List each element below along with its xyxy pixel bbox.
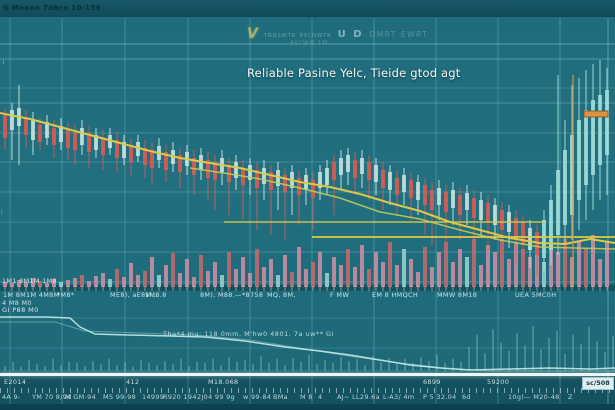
axis-label: 2J04 99 9g <box>197 393 235 401</box>
indicator-corner-text: GI P88 M0 <box>2 306 39 314</box>
axis-label: 4 <box>318 393 323 401</box>
axis-label: 4 M8 M0 <box>2 299 32 307</box>
axis-label: 6899 <box>423 378 441 386</box>
last-price-tag: sc/508 <box>582 377 614 390</box>
axis-label: MS 99-98 <box>103 393 137 401</box>
axis-label: 4A 9- <box>2 393 21 401</box>
watermark-faded-text: DMRT EWRT <box>369 29 429 39</box>
axis-label: 1M1 8M1M 1M8 <box>2 277 57 285</box>
time-axis-ticks <box>0 388 615 393</box>
axis-label: M 8 <box>300 393 313 401</box>
axis-label: 1M8.8 <box>145 291 167 299</box>
axis-label: E2014 <box>4 378 27 386</box>
axis-label: 59200 <box>487 378 510 386</box>
axis-label: ·i <box>1 59 5 66</box>
bottom-edge-strip <box>0 404 615 410</box>
axis-label: 1M 8M1M 4M8M <box>3 291 60 299</box>
watermark-ud-text: U D <box>337 28 364 40</box>
axis-label: 412 <box>126 378 140 386</box>
indicator-overlay-text: Tha*4 mu: 118 0mm, M'hw0 4801. 7a uw** G… <box>163 330 334 338</box>
axis-label: 14999 <box>142 393 165 401</box>
axis-label: YM 70 8/9d <box>32 393 72 401</box>
axis-label: 10g)— M20-48 <box>508 393 560 401</box>
axis-label: *8758 <box>242 291 264 299</box>
axis-label: F MW <box>330 291 350 299</box>
axis-label: i <box>1 209 3 216</box>
axis-label: *M8* <box>57 291 75 299</box>
watermark-text: tnqswtr pxcowtr <box>263 29 332 39</box>
broker-logo-icon: V <box>247 26 258 42</box>
volume-axis-band <box>0 285 615 291</box>
axis-label: MQ, 8M, <box>267 291 296 299</box>
axis-label: M GM-94 <box>65 393 97 401</box>
chart-headline-text: Reliable Pasine Yelc, Tieide gtod agt <box>247 66 461 80</box>
axis-label: M18.068 <box>208 378 239 386</box>
axis-label: MMW 8M18 <box>437 291 478 299</box>
axis-label: R920 194 <box>163 393 197 401</box>
watermark: V tnqswtr pxcowtr U D DMRT EWRT <box>247 26 428 42</box>
axis-label: BMa <box>273 393 288 401</box>
axis-label: EM 8 HMQCH <box>372 291 419 299</box>
axis-label: AJ~ LL29.6a <box>337 393 380 401</box>
axis-label: P 5 32.04 <box>423 393 457 401</box>
axis-label: 6d <box>462 393 471 401</box>
titlebar-text: G Meane 7abce 10-159 <box>3 4 101 12</box>
panel-separator-line <box>0 373 615 376</box>
axis-label: 8M), M88.— <box>200 291 242 299</box>
axis-label: w 99-84 <box>243 393 272 401</box>
axis-label: L-A3/ 4m <box>383 393 415 401</box>
axis-label: UEA 5MC0H <box>515 291 557 299</box>
axis-label: Z <box>568 393 573 401</box>
titlebar: G Meane 7abce 10-159 <box>0 0 615 17</box>
watermark-subtext: AV*WM 1M <box>290 40 329 46</box>
axis-label: ME8), aE8M... <box>110 291 159 299</box>
